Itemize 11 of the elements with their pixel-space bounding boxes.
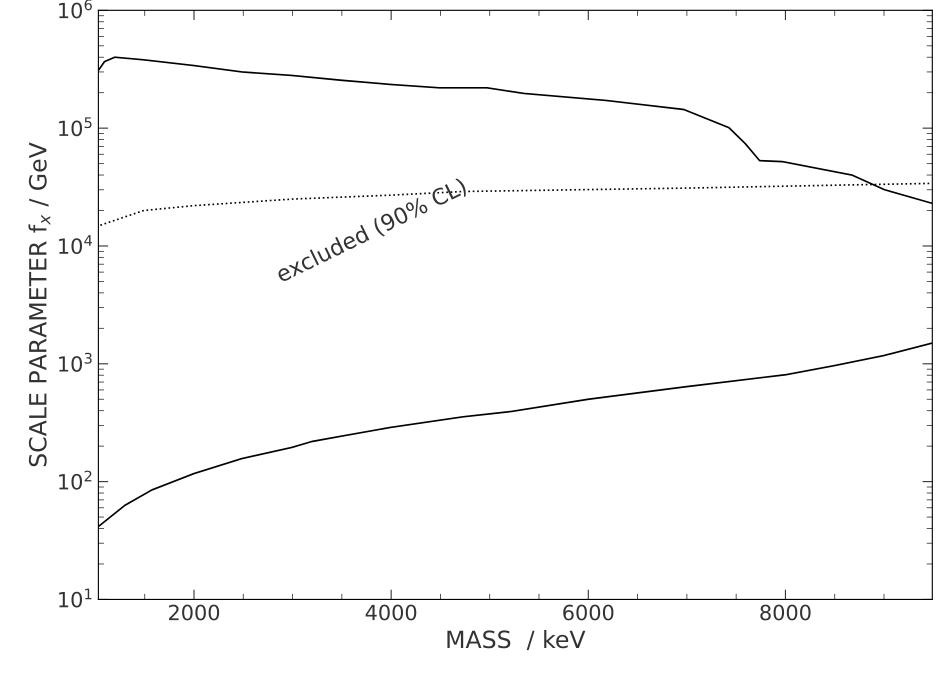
y-tick-label: 10$^{5}$ — [59, 117, 92, 136]
y-tick-label: 10$^{3}$ — [59, 352, 92, 372]
x-tick-label: 4000 — [366, 604, 416, 620]
y-tick-label: 10$^{1}$ — [59, 588, 92, 608]
x-tick-label: 8000 — [760, 604, 811, 620]
x-tick-label: 6000 — [563, 604, 614, 620]
x-tick-label: 2000 — [169, 604, 220, 620]
x-axis-title: MASS / keV — [447, 630, 586, 650]
y-tick-label: 10$^{4}$ — [59, 235, 92, 254]
y-tick-label: 10$^{2}$ — [59, 470, 92, 490]
y-axis-title: SCALE PARAMETER f$_{x}$ / GeV — [28, 142, 50, 466]
